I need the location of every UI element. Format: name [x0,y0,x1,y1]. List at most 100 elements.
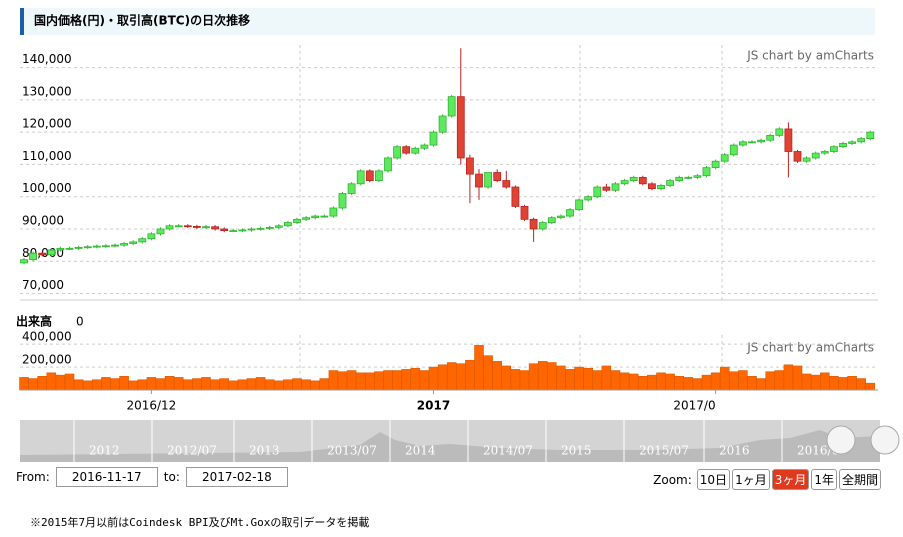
navigator-handle[interactable] [826,425,856,455]
volume-bar [264,379,275,391]
zoom-button[interactable]: 10日 [696,469,731,490]
navigator-label: 2015 [561,444,592,458]
volume-bar [374,371,384,391]
candle-body [238,229,247,232]
volume-bar [792,365,803,391]
candle-body [784,128,793,152]
volume-bar [310,380,320,391]
candle-body [174,225,183,228]
volume-bar [146,377,157,391]
zoom-button[interactable]: 全期間 [838,469,881,490]
candle-body [283,222,292,227]
candle-body [29,252,38,261]
candle-body [511,186,520,207]
candle-body [684,176,693,179]
from-input[interactable]: 2016-11-17 [55,467,158,487]
candle-body [529,218,538,230]
volume-bar [155,378,166,391]
volume-bar [710,372,721,391]
footnote: ※2015年7月以前はCoindesk BPI及びMt.Goxの取引データを掲載 [30,516,370,529]
volume-bar [201,377,211,391]
candle-body [229,230,238,233]
candle-body [611,183,620,191]
candle-body [302,217,311,220]
candle-body [830,146,838,152]
volume-bar [456,363,466,391]
candle-body [365,170,374,181]
volume-bar [119,376,129,391]
volume-bar [346,370,357,391]
volume-bar [719,366,730,391]
volume-bar [401,369,411,391]
candle-body [775,128,784,136]
candle-body [739,141,747,146]
candle-body [56,247,65,251]
navigator-area [20,430,880,462]
candle-body [702,167,711,177]
candle-body [538,222,547,230]
volume-bar [665,373,675,391]
volume-bar [801,373,812,391]
to-input[interactable]: 2017-02-18 [185,467,288,487]
candle-body [38,252,47,256]
candle-body [620,180,629,185]
volume-bar [383,370,393,391]
volume-bar [419,370,430,391]
volume-bar [19,377,29,391]
navigator-label: 2016 [719,444,750,458]
candle-body [438,115,447,133]
candle-body [20,259,28,264]
volume-bar [428,366,439,391]
volume-bar [738,370,748,391]
volume-readout: 0 [76,315,84,329]
candle-body [274,225,283,228]
volume-bar [619,372,630,391]
volume-bar [810,374,821,391]
volume-bar [820,372,830,391]
candle-body [311,215,320,219]
candle-body [557,215,565,219]
zoom-button[interactable]: 1ヶ月 [732,469,770,490]
volume-bar [355,372,366,391]
candle-body [120,243,128,246]
volume-bar [638,376,648,391]
candle-body [675,176,684,181]
candle-body [657,185,665,190]
volume-bar [701,374,712,391]
volume-bar [610,370,621,391]
volume-bar [774,370,785,391]
navigator-handle[interactable] [870,425,900,455]
navigator[interactable]: 2012 2012/07 2013 2013/07 2014 2014/07 2015 201… [20,420,900,462]
candle-body [648,183,656,190]
volume-bar [556,365,566,391]
zoom-button[interactable]: 3ヶ月 [771,469,810,490]
candle-body [729,144,738,156]
volume-bar [365,372,375,391]
volume-bar [392,370,402,391]
zoom-button[interactable]: 1年 [811,469,837,490]
watermark: JS chart by amCharts [746,49,874,63]
volume-bar [674,376,684,391]
candle-body [102,245,110,248]
date-range: From: 2016-11-17 to: 2017-02-18 [16,467,288,487]
candle-body [475,173,483,188]
navigator-label: 2013 [249,444,280,458]
candle-body [711,160,720,169]
candle-body [757,139,765,143]
candle-body [848,141,856,144]
volume-bar [519,370,530,391]
candle-body [202,226,210,229]
volume-bar [319,378,330,391]
candle-body [602,186,611,191]
volume-bar [756,378,766,391]
navigator-label: 2015/07 [639,444,689,458]
volume-bar [292,378,302,391]
candle-body [693,175,702,178]
volume-bar [683,377,694,391]
zoom-label: Zoom: [653,472,692,487]
volume-bar [82,380,93,391]
from-label: From: [16,470,50,484]
navigator-label: 2014 [405,444,436,458]
candle-body [411,147,420,154]
